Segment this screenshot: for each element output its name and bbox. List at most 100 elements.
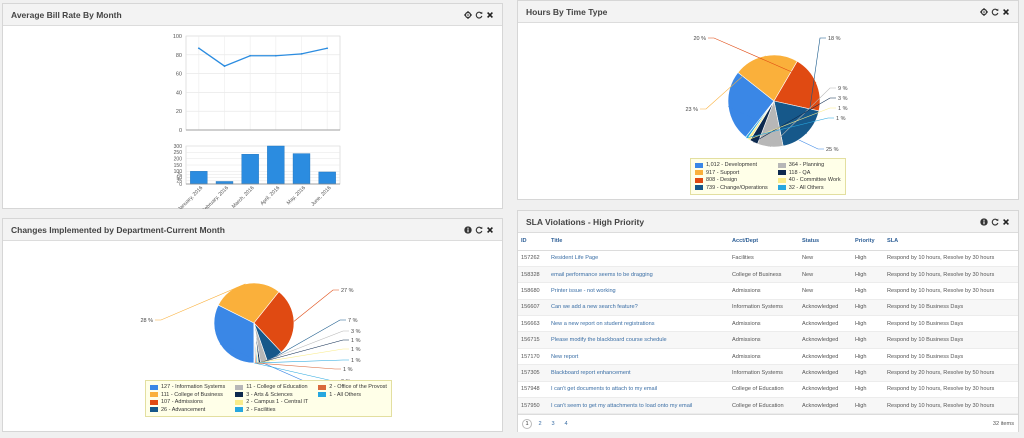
cell-id: 157305 bbox=[518, 364, 548, 382]
cell-status: New bbox=[799, 250, 852, 267]
cell-status: Acknowledged bbox=[799, 397, 852, 415]
bar-y-tick-label: 100 bbox=[174, 169, 183, 175]
hours-percent-label: 18 % bbox=[828, 36, 841, 42]
changes-percent-label: 7 % bbox=[348, 318, 358, 324]
cell-status: New bbox=[799, 266, 852, 284]
changes-legend-item[interactable]: 1 - All Others bbox=[318, 392, 387, 398]
hours-tools bbox=[980, 7, 1010, 16]
column-header-sla[interactable]: SLA bbox=[884, 233, 1018, 251]
column-header-priority[interactable]: Priority bbox=[852, 233, 884, 251]
bar-x-tick-label: May, 2016 bbox=[286, 185, 307, 206]
hours-legend-swatch bbox=[777, 185, 786, 190]
cell-title-link[interactable]: New a new report on student registration… bbox=[548, 315, 729, 333]
cell-title-link[interactable]: I can't seem to get my attachments to lo… bbox=[548, 397, 729, 415]
refresh-icon[interactable] bbox=[475, 226, 483, 234]
changes-percent-label: 1 % bbox=[351, 347, 361, 353]
changes-legend-item[interactable]: 107 - Admissions bbox=[150, 399, 225, 405]
hours-leader-line bbox=[746, 117, 834, 139]
cell-sla: Respond by 10 hours, Resolve by 30 hours bbox=[884, 397, 1018, 415]
changes-legend-item[interactable]: 11 - College of Education bbox=[235, 384, 308, 390]
changes-leader-line bbox=[255, 362, 341, 370]
close-icon[interactable] bbox=[1002, 8, 1010, 16]
hours-header: Hours By Time Type bbox=[518, 1, 1018, 23]
changes-leader-line bbox=[257, 348, 349, 364]
hours-legend-label: 364 - Planning bbox=[788, 162, 825, 168]
changes-percent-label: 27 % bbox=[341, 288, 354, 294]
pager-page-2[interactable]: 2 bbox=[538, 420, 542, 427]
hours-legend-swatch bbox=[777, 177, 786, 183]
hours-legend-item[interactable]: 40 - Committee Work bbox=[777, 177, 841, 183]
close-icon[interactable] bbox=[486, 11, 494, 19]
hours-legend-swatch bbox=[777, 162, 786, 168]
hours-percent-label: 3 % bbox=[838, 96, 848, 102]
changes-legend-swatch bbox=[235, 399, 244, 405]
refresh-icon[interactable] bbox=[991, 218, 999, 226]
cell-title-link[interactable]: Printer issue - not working bbox=[548, 282, 729, 300]
hours-legend-swatch bbox=[777, 170, 786, 175]
bill-rate-bar bbox=[267, 145, 285, 185]
column-header-acct-dept[interactable]: Acct/Dept bbox=[729, 233, 799, 251]
cell-status: Acknowledged bbox=[799, 348, 852, 366]
changes-legend-item[interactable]: 26 - Advancement bbox=[150, 407, 225, 413]
cell-title-link[interactable]: Resident Life Page bbox=[548, 250, 729, 267]
changes-legend-swatch bbox=[318, 392, 327, 397]
changes-legend-label: 127 - Information Systems bbox=[161, 384, 226, 390]
pager-count: 32 items bbox=[992, 420, 1014, 427]
column-header-status[interactable]: Status bbox=[799, 233, 852, 251]
hours-legend-item[interactable]: 364 - Planning bbox=[777, 162, 841, 168]
refresh-icon[interactable] bbox=[991, 8, 999, 16]
bar-x-tick-label: March, 2016 bbox=[231, 185, 256, 209]
changes-legend-swatch bbox=[235, 407, 244, 412]
changes-percent-label: 3 % bbox=[351, 329, 361, 335]
sla-body: ID Title Acct/Dept Status Priority SLA 157262… bbox=[518, 233, 1018, 432]
pager-page-3[interactable]: 3 bbox=[551, 420, 555, 427]
table-row: 157262 Resident Life Page Facilities New Hig… bbox=[518, 250, 1018, 267]
cell-title-link[interactable]: New report bbox=[548, 348, 729, 366]
hours-legend-item[interactable]: 1,012 - Development bbox=[695, 162, 768, 168]
cell-title-link[interactable]: Please modify the blackboard course sche… bbox=[548, 331, 729, 349]
cell-priority: High bbox=[852, 299, 884, 317]
cell-status: Acknowledged bbox=[799, 331, 852, 349]
hours-legend-item[interactable]: 808 - Design bbox=[695, 177, 768, 183]
cell-sla: Respond by 10 Business Days bbox=[884, 348, 1018, 366]
changes-legend-item[interactable]: 3 - Arts & Sciences bbox=[235, 392, 308, 398]
close-icon[interactable] bbox=[1002, 218, 1010, 226]
gear-icon[interactable] bbox=[464, 10, 472, 19]
changes-legend-label: 1 - All Others bbox=[329, 391, 362, 398]
changes-legend-swatch bbox=[235, 384, 244, 390]
changes-legend-item[interactable]: 2 - Office of the Provost bbox=[318, 384, 387, 390]
bill-rate-bar bbox=[318, 171, 336, 185]
hours-legend-label: 1,012 - Development bbox=[706, 162, 758, 168]
hours-legend-label: 40 - Committee Work bbox=[788, 177, 841, 183]
sla-table: ID Title Acct/Dept Status Priority SLA 157262… bbox=[518, 233, 1018, 415]
hours-legend-item[interactable]: 917 - Support bbox=[695, 170, 768, 176]
column-header-id[interactable]: ID bbox=[518, 233, 548, 251]
close-icon[interactable] bbox=[486, 226, 494, 234]
column-header-title[interactable]: Title bbox=[548, 233, 729, 251]
bill-rate-line-point bbox=[223, 65, 226, 67]
hours-legend-item[interactable]: 118 - QA bbox=[777, 170, 841, 176]
bill-rate-body: 0 20 40 60 80 100 0 25 50 75 100 150 200 250 300 Januar… bbox=[3, 26, 502, 209]
cell-id: 157170 bbox=[518, 348, 548, 366]
changes-legend-item[interactable]: 127 - Information Systems bbox=[150, 384, 225, 390]
cell-title-link[interactable]: I can't get documents to attach to my em… bbox=[548, 381, 729, 399]
cell-title-link[interactable]: email performance seems to be dragging bbox=[548, 266, 729, 284]
pager-page-4[interactable]: 4 bbox=[564, 420, 568, 427]
changes-legend-item[interactable]: 111 - College of Business bbox=[150, 392, 225, 398]
changes-legend-label: 107 - Admissions bbox=[161, 399, 203, 405]
changes-legend-swatch bbox=[150, 399, 158, 405]
refresh-icon[interactable] bbox=[475, 11, 483, 19]
gear-icon[interactable] bbox=[980, 7, 988, 16]
hours-legend-item[interactable]: 32 - All Others bbox=[777, 185, 841, 191]
table-row: 157305 Blackboard report enhancement Infor… bbox=[518, 364, 1018, 382]
cell-title-link[interactable]: Can we add a new search feature? bbox=[548, 299, 729, 317]
info-icon[interactable] bbox=[464, 225, 472, 234]
info-icon[interactable] bbox=[980, 217, 988, 226]
hours-legend-item[interactable]: 739 - Change/Operations bbox=[695, 185, 768, 191]
changes-legend: 127 - Information Systems 111 - College o… bbox=[145, 380, 392, 417]
pager-page-1[interactable]: 1 bbox=[522, 418, 532, 429]
cell-title-link[interactable]: Blackboard report enhancement bbox=[548, 364, 729, 382]
changes-legend-item[interactable]: 2 - Facilities bbox=[235, 407, 308, 413]
changes-legend-item[interactable]: 2 - Campus 1 - Central IT bbox=[235, 399, 308, 405]
